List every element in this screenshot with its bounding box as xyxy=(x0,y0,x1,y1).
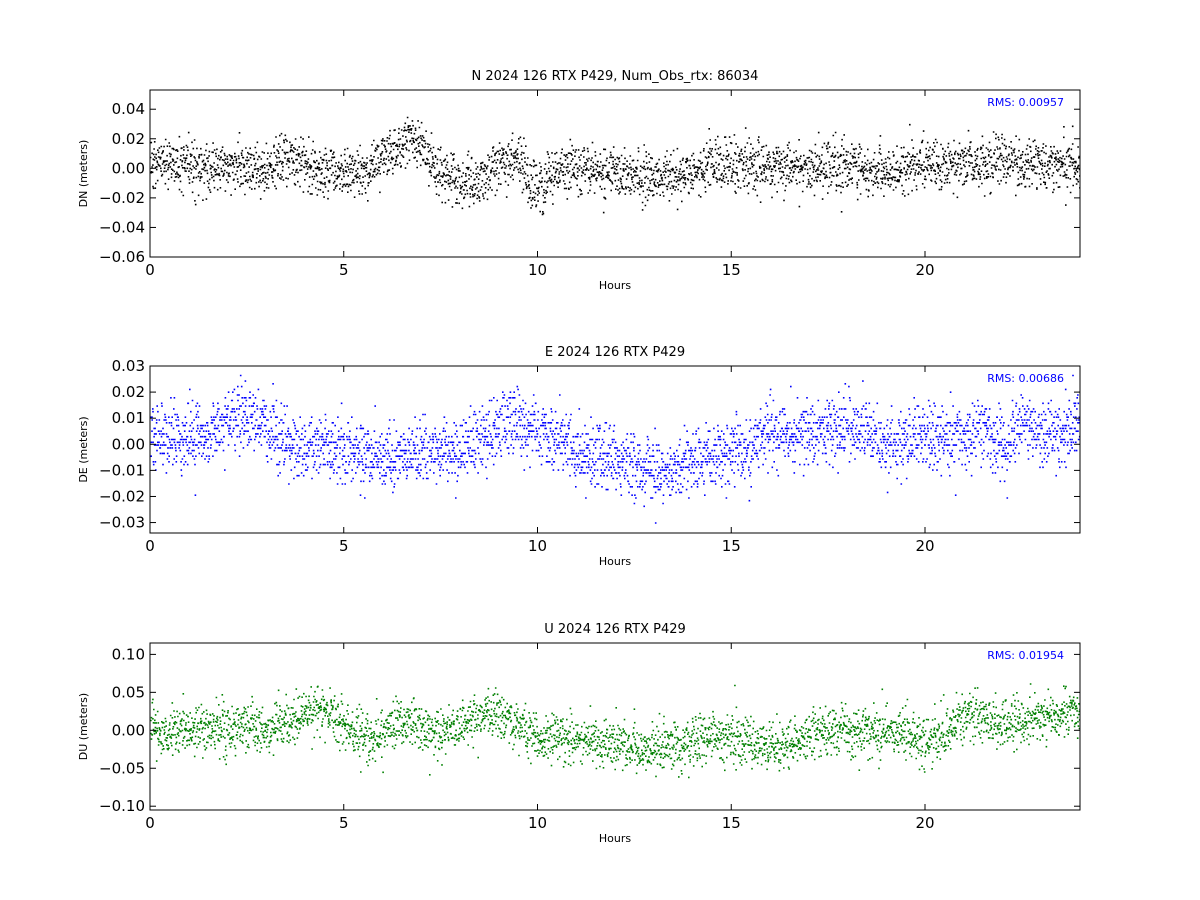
north-y-ticks: −0.06 −0.04 −0.02 0.00 0.02 0.04 xyxy=(99,100,1080,266)
up-y-tick-label: 0.00 xyxy=(112,721,145,739)
panel-up: 0 5 10 15 20 −0.10 −0.05 0.00 0.05 0.10 U 2024 1… xyxy=(77,622,1081,845)
north-x-axis-label: Hours xyxy=(599,279,631,292)
east-y-ticks: −0.03 −0.02 −0.01 0.00 0.01 0.02 0.03 xyxy=(99,357,1080,532)
up-x-tick-label: 0 xyxy=(145,814,155,832)
north-y-tick-label: −0.04 xyxy=(99,218,145,236)
north-rms-annotation: RMS: 0.00957 xyxy=(987,96,1064,109)
up-y-ticks: −0.10 −0.05 0.00 0.05 0.10 xyxy=(99,645,1080,815)
east-x-tick-label: 10 xyxy=(528,537,547,555)
east-axes-frame xyxy=(149,365,1081,534)
east-y-tick-label: 0.01 xyxy=(112,409,145,427)
north-x-tick-label: 10 xyxy=(528,261,547,279)
panel-east: 0 5 10 15 20 −0.03 −0.02 −0.01 0.00 0.01 0.02 0.03… xyxy=(77,345,1081,568)
north-x-tick-label: 15 xyxy=(722,261,741,279)
east-x-tick-label: 20 xyxy=(915,537,934,555)
east-x-tick-label: 15 xyxy=(722,537,741,555)
north-y-tick-label: −0.06 xyxy=(99,248,145,266)
up-axes-frame xyxy=(149,642,1081,811)
east-y-tick-label: −0.01 xyxy=(99,461,145,479)
up-y-tick-label: 0.10 xyxy=(112,645,145,663)
north-x-tick-label: 0 xyxy=(145,261,155,279)
up-x-ticks: 0 5 10 15 20 xyxy=(145,643,935,832)
north-x-tick-label: 5 xyxy=(339,261,349,279)
east-y-tick-label: 0.02 xyxy=(112,383,145,401)
north-y-tick-label: 0.02 xyxy=(112,130,145,148)
north-y-tick-label: 0.00 xyxy=(112,159,145,177)
north-points xyxy=(150,116,1080,216)
up-y-axis-label: DU (meters) xyxy=(77,693,90,760)
up-y-tick-label: −0.10 xyxy=(99,797,145,815)
north-y-axis-label: DN (meters) xyxy=(77,140,90,208)
east-y-tick-label: −0.03 xyxy=(99,514,145,532)
up-x-tick-label: 15 xyxy=(722,814,741,832)
up-x-tick-label: 20 xyxy=(915,814,934,832)
east-y-tick-label: −0.02 xyxy=(99,487,145,505)
north-axes-frame xyxy=(149,89,1081,258)
up-y-tick-label: 0.05 xyxy=(112,683,145,701)
north-chart-title: N 2024 126 RTX P429, Num_Obs_rtx: 86034 xyxy=(472,69,759,84)
east-y-tick-label: 0.00 xyxy=(112,435,145,453)
east-rms-annotation: RMS: 0.00686 xyxy=(987,372,1064,385)
up-x-tick-label: 10 xyxy=(528,814,547,832)
east-y-tick-label: 0.03 xyxy=(112,357,145,375)
east-x-ticks: 0 5 10 15 20 xyxy=(145,366,935,555)
up-chart-title: U 2024 126 RTX P429 xyxy=(544,622,686,637)
north-x-tick-label: 20 xyxy=(915,261,934,279)
up-x-axis-label: Hours xyxy=(599,832,631,845)
up-y-tick-label: −0.05 xyxy=(99,759,145,777)
north-data-points xyxy=(150,116,1080,216)
east-x-tick-label: 0 xyxy=(145,537,155,555)
east-x-axis-label: Hours xyxy=(599,555,631,568)
up-rms-annotation: RMS: 0.01954 xyxy=(987,649,1064,662)
panel-north: 0 5 10 15 20 −0.06 −0.04 −0.02 0.00 0.02 0.04 N 2… xyxy=(77,69,1081,292)
east-chart-title: E 2024 126 RTX P429 xyxy=(545,345,685,360)
north-y-tick-label: 0.04 xyxy=(112,100,145,118)
east-y-axis-label: DE (meters) xyxy=(77,416,90,482)
east-x-tick-label: 5 xyxy=(339,537,349,555)
north-y-tick-label: −0.02 xyxy=(99,189,145,207)
north-x-ticks: 0 5 10 15 20 xyxy=(145,90,935,279)
up-x-tick-label: 5 xyxy=(339,814,349,832)
